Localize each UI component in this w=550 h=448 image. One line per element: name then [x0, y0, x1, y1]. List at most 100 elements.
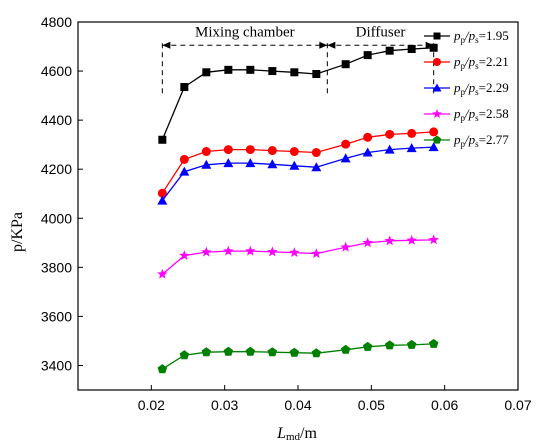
data-point	[340, 344, 351, 354]
data-point	[201, 147, 211, 157]
data-point	[311, 148, 321, 158]
y-tick-label: 4000	[41, 210, 72, 226]
legend-label: pp/ps=2.29	[453, 80, 509, 97]
legend-label-part: p	[453, 132, 461, 147]
x-tick-label: 0.06	[431, 397, 458, 413]
data-point	[340, 241, 351, 252]
legend-label: pp/ps=2.58	[453, 106, 509, 123]
data-point	[289, 247, 300, 258]
data-point	[362, 341, 373, 351]
data-point	[179, 166, 190, 176]
data-point	[289, 347, 300, 357]
x-tick-label: 0.04	[284, 397, 311, 413]
data-point	[385, 46, 394, 55]
y-tick-label: 4800	[41, 14, 72, 30]
series-3	[157, 142, 439, 205]
data-point	[340, 153, 351, 163]
data-point	[246, 65, 255, 74]
y-axis-label: p/KPa	[9, 212, 26, 252]
legend-label-part: s	[475, 35, 479, 45]
data-point	[289, 160, 300, 170]
data-point	[384, 235, 395, 246]
data-point	[268, 67, 277, 76]
series-line	[161, 239, 434, 275]
legend-item: pp/ps=2.21	[424, 54, 509, 71]
mixing-chamber-label: Mixing chamber	[195, 24, 295, 40]
axis-ticks: 3400 3600 3800 4000 4200 4400 4600 4800 0.02 0.03…	[41, 14, 532, 413]
legend-label-part: =2.77	[479, 132, 510, 147]
arrow-head	[162, 41, 171, 49]
data-point	[429, 127, 439, 137]
series-line	[161, 146, 434, 201]
series-4	[157, 234, 439, 279]
data-point	[341, 139, 351, 149]
data-point	[289, 147, 299, 157]
legend-label-part: /p	[464, 132, 476, 147]
data-point	[428, 234, 439, 245]
x-axis-label-unit: /m	[300, 425, 317, 442]
data-point	[290, 68, 299, 77]
data-point	[245, 145, 255, 155]
data-point	[406, 339, 417, 349]
y-tick-label: 4200	[41, 161, 72, 177]
data-point	[363, 132, 373, 142]
legend: pp/ps=1.95pp/ps=2.21pp/ps=2.29pp/ps=2.58…	[424, 28, 509, 149]
data-point	[429, 43, 438, 52]
legend-label-part: /p	[464, 80, 476, 95]
data-point	[311, 162, 322, 172]
data-point	[179, 350, 190, 360]
legend-marker	[432, 109, 442, 119]
data-point	[428, 338, 439, 348]
legend-marker	[433, 32, 441, 40]
legend-label-part: =2.21	[479, 54, 509, 69]
diffuser-label: Diffuser	[356, 24, 406, 40]
legend-label-part: s	[475, 113, 479, 123]
data-point	[406, 143, 417, 153]
legend-label-part: p	[453, 80, 461, 95]
series-1	[158, 43, 438, 144]
legend-label-part: p	[461, 35, 466, 45]
series-5	[157, 338, 439, 374]
data-point	[223, 346, 234, 356]
arrow-head	[319, 41, 328, 49]
legend-label: pp/ps=2.77	[453, 132, 509, 149]
series-layer	[157, 43, 439, 374]
data-point	[362, 237, 373, 248]
legend-label-part: /p	[464, 106, 476, 121]
data-point	[158, 135, 167, 144]
data-point	[245, 245, 256, 256]
data-point	[202, 68, 211, 77]
arrow-head	[327, 41, 336, 49]
data-point	[180, 83, 189, 92]
legend-label-part: p	[453, 54, 461, 69]
y-tick-label: 3600	[41, 308, 72, 324]
data-point	[311, 248, 322, 259]
legend-label-part: s	[475, 61, 479, 71]
legend-label-part: p	[461, 61, 466, 71]
x-tick-label: 0.03	[211, 397, 238, 413]
x-axis-label-subscript: md	[286, 431, 301, 443]
data-point	[385, 129, 395, 139]
data-point	[267, 246, 278, 257]
data-point	[312, 70, 321, 79]
legend-label-part: p	[461, 139, 466, 149]
data-point	[406, 234, 417, 245]
x-axis-label-symbol: L	[276, 425, 286, 442]
data-point	[223, 245, 234, 256]
data-point	[201, 347, 212, 357]
data-point	[157, 195, 168, 205]
legend-label-part: p	[461, 113, 466, 123]
data-point	[157, 268, 168, 279]
data-point	[267, 146, 277, 156]
x-tick-label: 0.05	[358, 397, 385, 413]
data-point	[363, 51, 372, 60]
legend-label-part: p	[453, 106, 461, 121]
plot-border	[77, 21, 519, 391]
legend-item: pp/ps=1.95	[424, 28, 509, 45]
data-point	[245, 346, 256, 356]
legend-label-part: =2.58	[479, 106, 509, 121]
data-point	[407, 128, 417, 138]
legend-marker	[432, 83, 442, 92]
data-point	[267, 347, 278, 357]
series-line	[161, 131, 434, 194]
